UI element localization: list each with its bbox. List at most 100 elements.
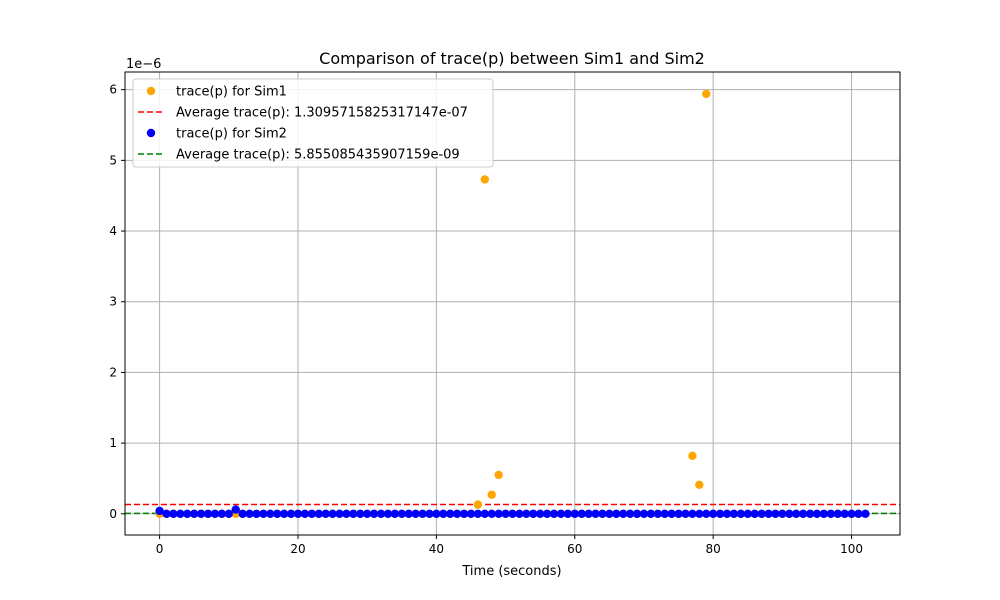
series-2-point <box>452 509 462 518</box>
y-tick-label: 2 <box>109 365 117 379</box>
series-2-point <box>446 509 455 518</box>
x-tick-label: 20 <box>290 542 305 556</box>
series-2-point <box>792 509 801 518</box>
series-2-point <box>335 509 344 518</box>
series-2-point <box>321 509 330 518</box>
plot-frame <box>124 71 901 536</box>
series-2-point <box>210 509 220 518</box>
x-tick-label: 80 <box>706 542 721 556</box>
series-2-point <box>757 509 766 518</box>
series-2-point <box>362 509 372 518</box>
legend-marker <box>146 86 156 96</box>
series-2-point <box>189 509 199 518</box>
series-2-point <box>369 509 379 518</box>
series-2-point <box>632 509 642 518</box>
series-2-point <box>356 509 365 518</box>
series-2-point <box>840 509 849 518</box>
series-2-point <box>598 509 607 518</box>
series-2-point <box>217 509 227 518</box>
series-2-point <box>715 509 725 518</box>
series-2-point <box>508 509 517 518</box>
series-2-point <box>563 509 573 518</box>
series-2-point <box>314 509 323 518</box>
x-tick-label: 60 <box>567 542 582 556</box>
series-2-point <box>432 509 441 518</box>
series-2-point <box>196 509 206 518</box>
legend-marker <box>146 128 156 138</box>
series-2-point <box>404 509 413 518</box>
series-0-point <box>480 175 490 184</box>
series-2-point <box>162 509 171 518</box>
y-tick-label: 4 <box>109 224 117 238</box>
series-2-point <box>577 509 586 518</box>
y-multiplier-label: 1e−6 <box>126 57 161 72</box>
series-2-point <box>238 509 247 518</box>
series-2-point <box>798 509 808 518</box>
series-2-point <box>300 509 310 518</box>
series-2-point <box>397 509 406 518</box>
series-2-point <box>805 509 815 518</box>
series-2-point <box>529 509 538 518</box>
series-2-point <box>231 505 240 514</box>
series-2-point <box>293 509 303 518</box>
series-2-point <box>854 509 863 518</box>
data-points <box>155 89 870 518</box>
series-2-point <box>556 509 566 518</box>
chart-title: Comparison of trace(p) between Sim1 and … <box>319 49 705 68</box>
y-tick-label: 5 <box>109 153 117 167</box>
legend-box <box>132 78 494 168</box>
series-2-point <box>522 509 531 518</box>
series-2-point <box>861 509 870 518</box>
series-2-point <box>466 509 476 518</box>
legend: trace(p) for Sim1 Average trace(p): 1.309… <box>132 78 494 168</box>
series-2-point <box>487 509 496 518</box>
series-2-point <box>764 509 773 518</box>
series-2-point <box>245 509 254 518</box>
series-2-point <box>660 509 669 518</box>
series-2-point <box>570 509 579 518</box>
series-2-point <box>625 509 635 518</box>
series-2-point <box>494 509 503 518</box>
series-2-point <box>224 509 233 518</box>
series-0-point <box>473 500 483 509</box>
series-2-point <box>667 509 676 518</box>
series-2-point <box>674 509 683 518</box>
series-2-point <box>349 509 358 518</box>
series-2-point <box>535 509 545 518</box>
series-2-point <box>459 509 469 518</box>
series-2-point <box>702 509 711 518</box>
series-2-point <box>307 509 317 518</box>
series-2-point <box>819 509 829 518</box>
series-2-point <box>605 509 614 518</box>
series-2-point <box>639 509 649 518</box>
series-2-point <box>203 509 213 518</box>
series-2-point <box>736 509 746 518</box>
series-2-point <box>342 509 351 518</box>
series-2-point <box>681 509 690 518</box>
legend-label: trace(p) for Sim1 <box>176 85 287 100</box>
series-2-point <box>708 509 718 518</box>
series-2-point <box>279 509 289 518</box>
series-2-point <box>612 509 621 518</box>
series-0-point <box>487 490 496 499</box>
series-2-point <box>847 509 856 518</box>
series-2-point <box>722 509 732 518</box>
series-2-point <box>183 509 192 518</box>
series-2-point <box>376 509 386 518</box>
series-2-point <box>826 509 836 518</box>
y-tick-label: 1 <box>109 436 117 450</box>
series-2-point <box>688 509 697 518</box>
series-2-point <box>750 509 759 518</box>
series-2-point <box>771 509 780 518</box>
series-2-point <box>695 509 704 518</box>
series-2-point <box>812 509 822 518</box>
y-tick-label: 6 <box>109 83 117 97</box>
y-tick-label: 3 <box>109 295 117 309</box>
series-2-point <box>266 509 275 518</box>
series-2-point <box>286 509 296 518</box>
series-0-point <box>695 480 704 490</box>
series-0-point <box>688 451 697 461</box>
series-2-point <box>418 509 427 518</box>
series-2-point <box>584 509 593 518</box>
series-2-point <box>176 509 185 518</box>
